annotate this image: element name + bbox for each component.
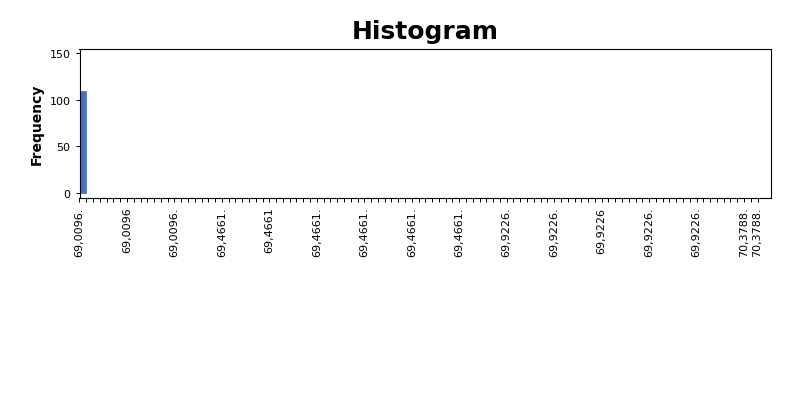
Bar — [80, 91, 87, 194]
Title: Histogram: Histogram — [352, 19, 498, 43]
Y-axis label: Frequency: Frequency — [30, 83, 44, 164]
